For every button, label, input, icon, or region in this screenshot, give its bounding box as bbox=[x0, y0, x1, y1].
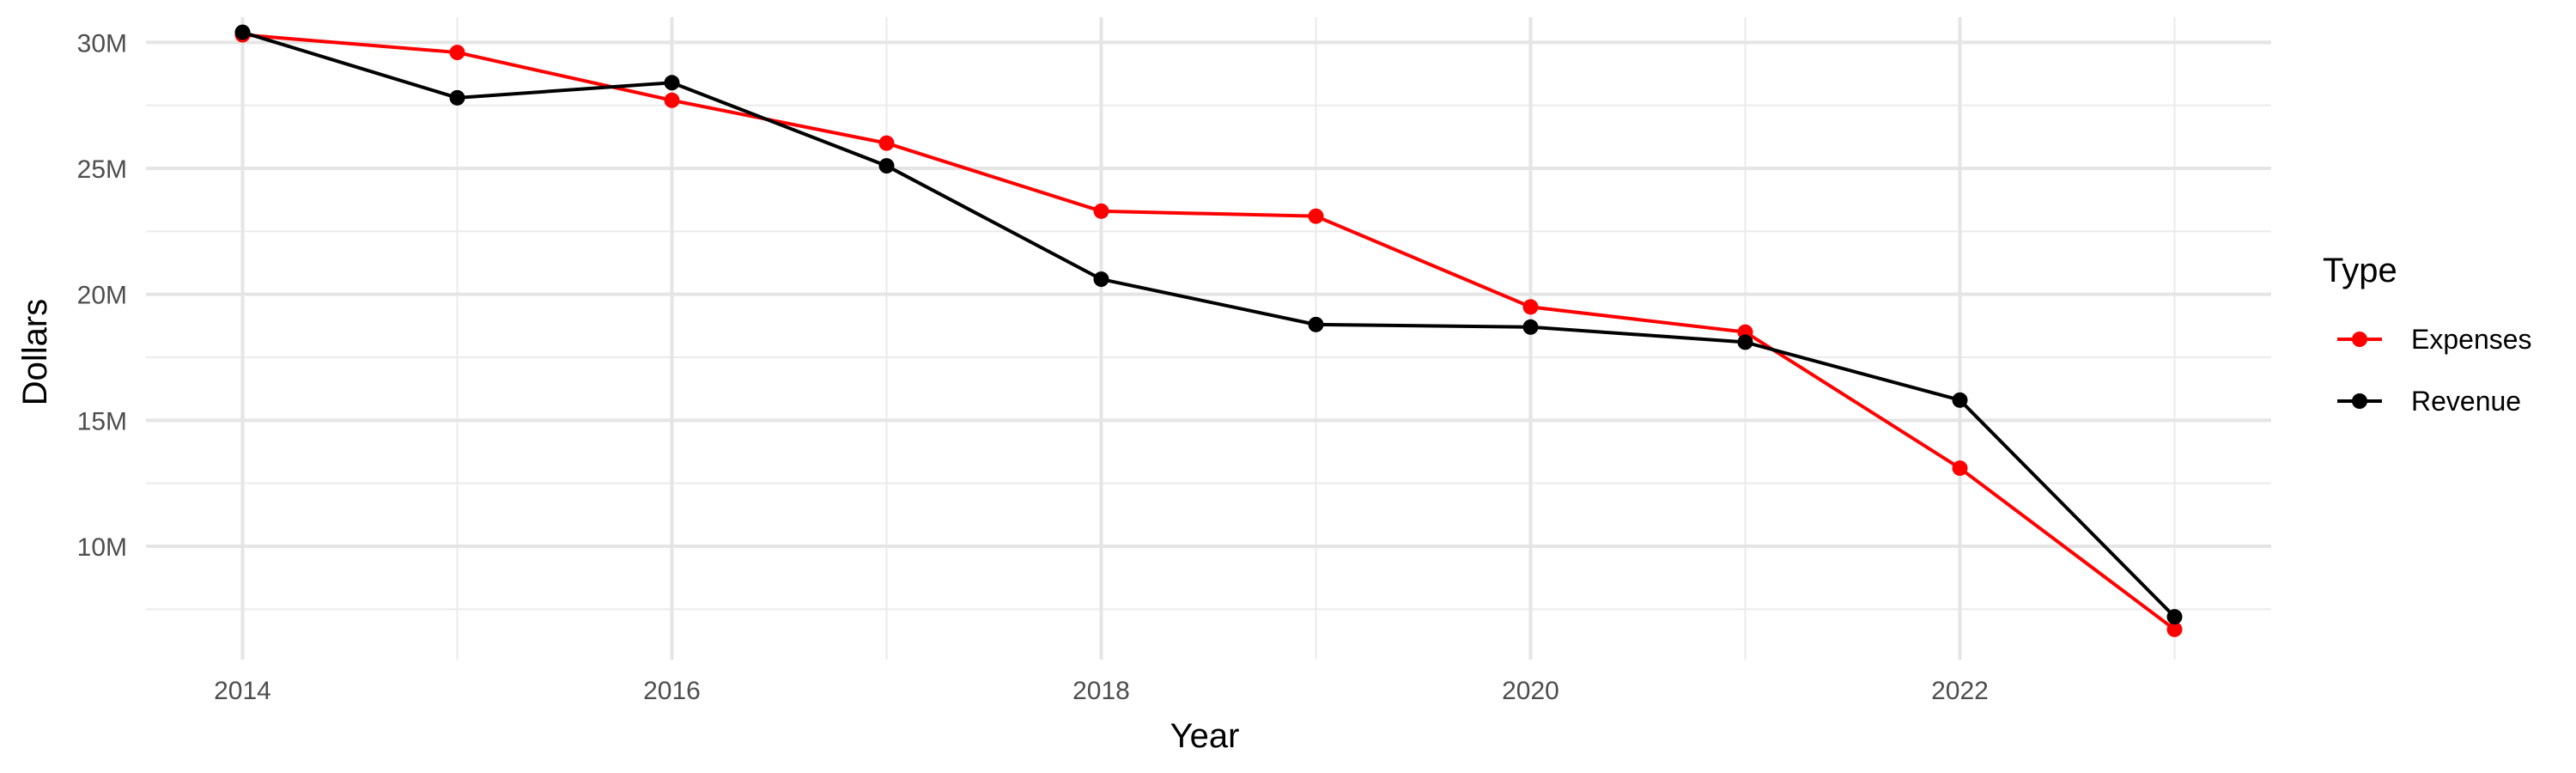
data-point-expenses bbox=[1093, 203, 1109, 219]
y-axis-title: Dollars bbox=[16, 299, 54, 405]
data-point-revenue bbox=[449, 89, 465, 106]
data-point-revenue bbox=[1522, 319, 1539, 335]
data-point-expenses bbox=[1522, 299, 1539, 315]
x-axis-title: Year bbox=[1170, 717, 1240, 755]
data-point-expenses bbox=[2166, 621, 2183, 637]
legend-item-expenses: Expenses bbox=[2337, 324, 2532, 355]
data-point-revenue bbox=[878, 158, 895, 174]
data-point-revenue bbox=[234, 24, 251, 40]
series-line-revenue bbox=[241, 30, 2176, 618]
legend-item-revenue: Revenue bbox=[2337, 386, 2521, 417]
y-tick-label: 25M bbox=[77, 155, 127, 184]
x-tick-label: 2022 bbox=[1931, 677, 1989, 705]
y-tick-label: 15M bbox=[77, 407, 127, 435]
data-point-revenue bbox=[1952, 392, 1968, 408]
data-point-expenses bbox=[1952, 460, 1968, 477]
y-tick-label: 20M bbox=[77, 282, 127, 310]
data-point-revenue bbox=[664, 75, 680, 91]
x-tick-label: 2018 bbox=[1072, 677, 1130, 705]
legend-key-point bbox=[2352, 332, 2367, 347]
legend-label: Expenses bbox=[2411, 324, 2532, 355]
data-point-expenses bbox=[449, 45, 465, 61]
gridlines bbox=[146, 17, 2271, 660]
x-tick-label: 2016 bbox=[643, 677, 701, 705]
x-tick-label: 2020 bbox=[1502, 677, 1559, 705]
data-point-expenses bbox=[1308, 208, 1324, 224]
legend-label: Revenue bbox=[2411, 386, 2521, 417]
legend-title: Type bbox=[2323, 252, 2397, 289]
data-point-revenue bbox=[1737, 334, 1753, 350]
legend: Type Expenses Revenue bbox=[2323, 252, 2532, 417]
series-revenue bbox=[234, 24, 2183, 625]
data-point-revenue bbox=[1308, 316, 1324, 332]
x-tick-label: 2014 bbox=[214, 677, 271, 705]
series-lines bbox=[234, 24, 2183, 637]
data-point-expenses bbox=[878, 135, 895, 151]
y-tick-label: 10M bbox=[77, 533, 127, 562]
data-point-expenses bbox=[664, 92, 680, 108]
legend-items: Expenses Revenue bbox=[2337, 324, 2532, 417]
tick-labels: 2014 2016 2018 2020 2022 10M 15M 20M 25M 30M bbox=[77, 29, 1989, 705]
data-point-revenue bbox=[1093, 271, 1109, 288]
legend-key-point bbox=[2352, 393, 2367, 409]
y-tick-label: 30M bbox=[77, 29, 127, 58]
series-line-expenses bbox=[242, 33, 2176, 631]
data-point-revenue bbox=[2166, 609, 2183, 625]
